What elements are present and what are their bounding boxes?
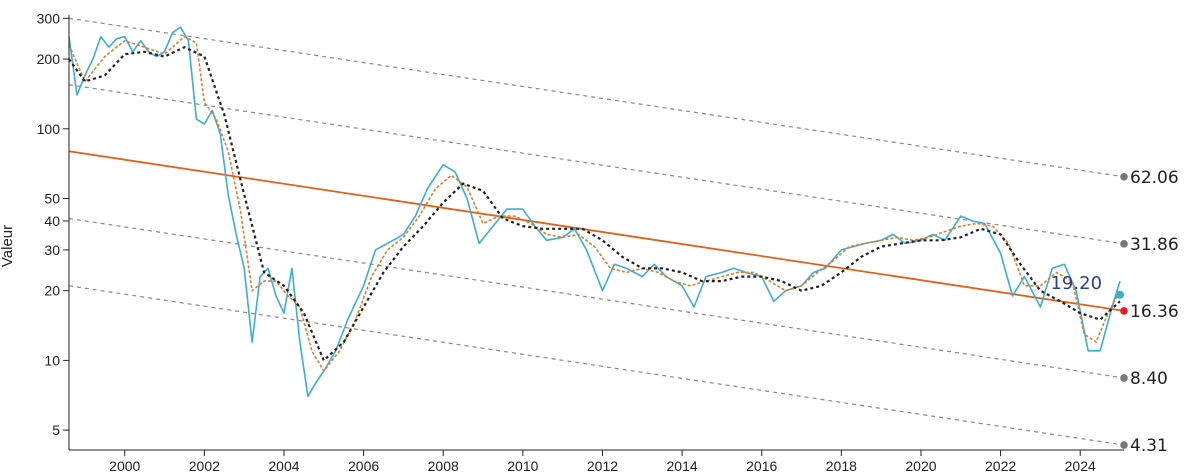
x-tick-label-2010: 2010 bbox=[507, 458, 538, 472]
y-tick-label-20: 20 bbox=[44, 283, 60, 299]
channel-line-0 bbox=[68, 17, 1125, 178]
y-tick-label-40: 40 bbox=[44, 213, 60, 229]
channel-line-3 bbox=[68, 217, 1125, 379]
trend-end-label-2: 16.36 bbox=[1130, 302, 1179, 322]
x-tick-label-2024: 2024 bbox=[1065, 458, 1096, 472]
trend-end-label-3: 8.40 bbox=[1130, 369, 1168, 389]
trend-end-marker-3 bbox=[1120, 374, 1128, 382]
x-tick-label-2016: 2016 bbox=[746, 458, 777, 472]
trend-end-label-1: 31.86 bbox=[1130, 235, 1179, 255]
x-tick-label-2018: 2018 bbox=[826, 458, 857, 472]
end-markers: 62.06 31.86 16.36 8.40 4.31 19.20 bbox=[1050, 168, 1178, 456]
x-tick-label-2006: 2006 bbox=[348, 458, 379, 472]
current-value-marker bbox=[1116, 290, 1125, 299]
y-tick-label-5: 5 bbox=[52, 422, 60, 438]
x-tick-label-2012: 2012 bbox=[587, 458, 618, 472]
y-axis-title: Valeur bbox=[0, 225, 16, 267]
x-tick-label-2022: 2022 bbox=[985, 458, 1016, 472]
trend-end-marker-0 bbox=[1120, 172, 1128, 181]
trend-end-marker-1 bbox=[1120, 240, 1128, 248]
trend-end-label-0: 62.06 bbox=[1130, 168, 1179, 188]
y-tick-label-10: 10 bbox=[44, 352, 60, 368]
trend-end-label-4: 4.31 bbox=[1130, 436, 1168, 456]
channel-line-1 bbox=[68, 84, 1125, 245]
y-tick-label-200: 200 bbox=[37, 51, 61, 67]
y-tick-label-100: 100 bbox=[37, 121, 61, 137]
y-tick-label-30: 30 bbox=[44, 242, 60, 258]
long-moving-average-line bbox=[68, 46, 1121, 362]
x-tick-label-2002: 2002 bbox=[189, 458, 220, 472]
trend-end-marker-2 bbox=[1120, 307, 1128, 315]
short-moving-average-line bbox=[68, 35, 1121, 372]
trend-end-marker-4 bbox=[1120, 441, 1128, 449]
current-value-label: 19.20 bbox=[1050, 273, 1102, 294]
price-line bbox=[68, 26, 1121, 398]
channel-line-4 bbox=[68, 285, 1125, 446]
x-tick-label-2020: 2020 bbox=[905, 458, 936, 472]
x-tick-label-2014: 2014 bbox=[667, 458, 698, 472]
regression-trend-line bbox=[68, 150, 1125, 312]
price-series-lines bbox=[68, 26, 1121, 398]
y-tick-label-300: 300 bbox=[37, 10, 61, 26]
x-tick-label-2004: 2004 bbox=[268, 458, 299, 472]
y-tick-label-50: 50 bbox=[44, 191, 60, 207]
x-tick-label-2000: 2000 bbox=[109, 458, 140, 472]
axes: 5 10 20 30 40 50 100 200 300 2000 2002 2004 2006 2008… bbox=[37, 10, 1124, 472]
x-tick-label-2008: 2008 bbox=[428, 458, 459, 472]
trend-channel-lines bbox=[68, 17, 1125, 446]
